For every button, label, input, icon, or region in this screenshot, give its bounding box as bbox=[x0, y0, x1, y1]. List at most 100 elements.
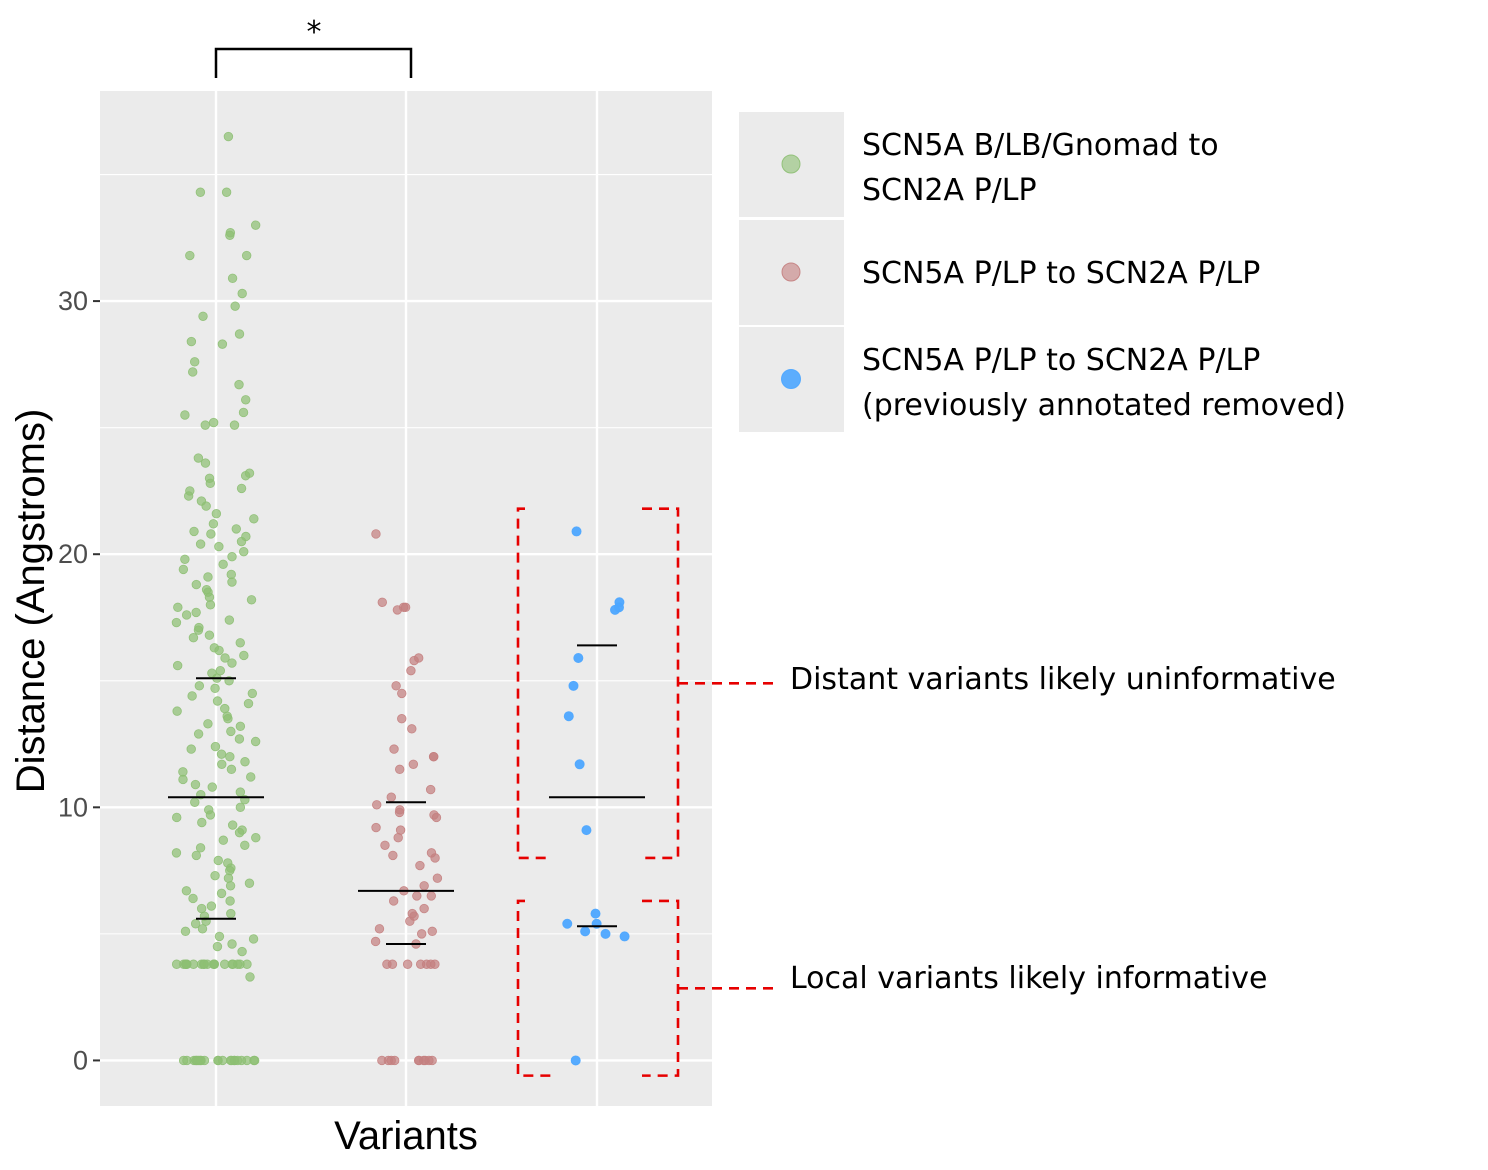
data-point bbox=[227, 552, 237, 562]
data-point bbox=[563, 711, 574, 722]
y-tick-label: 20 bbox=[58, 539, 88, 569]
data-point bbox=[371, 822, 381, 833]
data-point bbox=[247, 688, 258, 699]
data-point bbox=[193, 453, 204, 463]
data-point bbox=[199, 959, 210, 969]
data-point bbox=[180, 554, 190, 564]
data-point bbox=[212, 941, 223, 952]
quartile-lines bbox=[168, 644, 645, 946]
annotation-bracket-left bbox=[516, 507, 552, 860]
data-point bbox=[190, 797, 200, 807]
data-point bbox=[172, 812, 182, 823]
data-point bbox=[571, 526, 582, 537]
legend-label: SCN5A P/LP to SCN2A P/LP bbox=[862, 256, 1260, 291]
data-point bbox=[234, 379, 244, 390]
data-point bbox=[186, 336, 197, 347]
data-point bbox=[573, 652, 584, 663]
data-point bbox=[193, 729, 204, 739]
data-point bbox=[171, 848, 182, 858]
data-point bbox=[241, 250, 252, 261]
data-point bbox=[172, 706, 182, 716]
data-point bbox=[388, 850, 398, 861]
significance-bracket bbox=[214, 47, 413, 78]
data-point bbox=[214, 541, 224, 552]
data-point bbox=[394, 807, 405, 818]
x-axis-title: Variants bbox=[334, 1114, 478, 1158]
data-point bbox=[190, 357, 200, 367]
data-point bbox=[236, 483, 247, 494]
data-point bbox=[191, 607, 201, 618]
data-point bbox=[239, 650, 249, 661]
data-point bbox=[230, 301, 240, 311]
legend-swatch bbox=[781, 369, 801, 389]
data-point bbox=[388, 896, 399, 906]
data-point bbox=[428, 751, 439, 762]
data-point bbox=[180, 410, 190, 420]
data-point bbox=[397, 714, 407, 724]
data-point bbox=[218, 559, 228, 570]
data-point bbox=[235, 787, 246, 797]
data-point bbox=[185, 250, 195, 261]
data-point bbox=[249, 1055, 259, 1066]
annotation-bracket-left bbox=[516, 899, 552, 1077]
data-point bbox=[188, 893, 198, 904]
legend-label: (previously annotated removed) bbox=[862, 388, 1346, 423]
data-point bbox=[190, 919, 201, 929]
legend-swatch bbox=[781, 154, 801, 174]
data-point bbox=[405, 916, 415, 926]
legend-label: SCN5A B/LB/Gnomad to bbox=[862, 128, 1219, 163]
data-point bbox=[210, 741, 221, 752]
data-point bbox=[432, 873, 443, 883]
data-point bbox=[406, 665, 416, 676]
data-point bbox=[568, 680, 579, 691]
data-point bbox=[389, 1055, 400, 1066]
data-point bbox=[211, 509, 222, 519]
data-point bbox=[426, 891, 436, 901]
data-point bbox=[223, 714, 233, 724]
data-point bbox=[250, 736, 261, 747]
data-point bbox=[188, 633, 199, 643]
data-point bbox=[232, 1055, 243, 1066]
data-point bbox=[188, 367, 198, 377]
data-point bbox=[590, 908, 601, 919]
y-axis-ticks: 0 10 20 30 bbox=[58, 286, 100, 1075]
data-point bbox=[236, 536, 247, 547]
data-point bbox=[395, 764, 405, 775]
data-point bbox=[426, 959, 436, 969]
data-point bbox=[226, 726, 236, 737]
data-point bbox=[562, 918, 573, 929]
data-point bbox=[191, 850, 202, 861]
data-point bbox=[197, 924, 208, 934]
data-point bbox=[241, 395, 251, 405]
data-point bbox=[186, 744, 196, 754]
data-point bbox=[213, 1055, 223, 1066]
data-point bbox=[195, 187, 206, 197]
data-point bbox=[415, 959, 426, 969]
data-point bbox=[392, 605, 403, 615]
data-point bbox=[382, 959, 392, 969]
data-point bbox=[187, 691, 197, 701]
data-point bbox=[191, 579, 202, 590]
data-point bbox=[208, 519, 219, 529]
data-point bbox=[193, 625, 204, 635]
data-point bbox=[574, 759, 585, 770]
data-point bbox=[242, 959, 252, 969]
data-point bbox=[416, 929, 427, 939]
data-point bbox=[246, 595, 257, 605]
data-point bbox=[227, 658, 237, 668]
data-point bbox=[431, 812, 442, 823]
data-points bbox=[171, 131, 630, 1066]
data-point bbox=[210, 683, 220, 694]
data-point bbox=[215, 665, 226, 676]
data-point bbox=[227, 939, 237, 949]
data-point bbox=[172, 660, 183, 671]
data-point bbox=[173, 602, 183, 613]
data-point bbox=[221, 187, 232, 197]
data-point bbox=[414, 1055, 424, 1066]
data-point bbox=[374, 924, 385, 934]
data-point bbox=[389, 744, 399, 754]
data-point bbox=[250, 220, 261, 230]
data-point bbox=[248, 934, 259, 944]
data-point bbox=[430, 853, 440, 863]
